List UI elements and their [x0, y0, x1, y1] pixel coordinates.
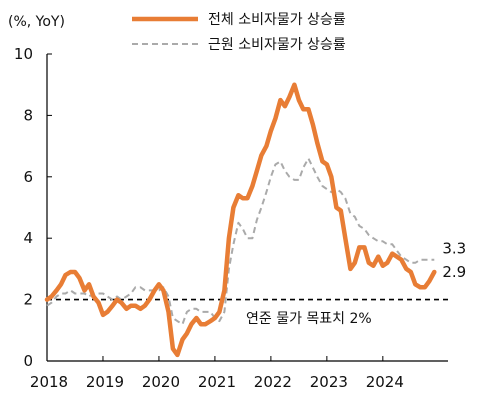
x-tick-label: 2019: [86, 373, 124, 391]
end-label-core: 3.3: [442, 240, 466, 258]
axes: [46, 54, 448, 362]
series-line-core: [46, 157, 435, 326]
y-unit-label: (%, YoY): [8, 14, 65, 30]
target-reference-label: 연준 물가 목표치 2%: [246, 311, 372, 327]
y-axis-ticks: 0 2 4 6 8 10: [14, 45, 52, 370]
y-tick-label: 0: [23, 352, 33, 370]
y-tick-label: 4: [23, 229, 33, 247]
x-tick-label: 2024: [366, 373, 404, 391]
y-tick-label: 8: [23, 106, 33, 124]
y-tick-label: 6: [23, 168, 33, 186]
legend: 전체 소비자물가 상승률 근원 소비자물가 상승률: [132, 12, 346, 53]
legend-label-core: 근원 소비자물가 상승률: [208, 37, 346, 53]
x-tick-label: 2021: [198, 373, 236, 391]
legend-label-headline: 전체 소비자물가 상승률: [208, 12, 346, 28]
end-label-headline: 2.9: [442, 263, 466, 281]
x-tick-label: 2020: [142, 373, 180, 391]
x-tick-label: 2022: [254, 373, 292, 391]
x-tick-label: 2018: [30, 373, 68, 391]
x-axis-ticks: 2018 2019 2020 2021 2022 2023 2024: [30, 356, 404, 391]
y-tick-label: 10: [14, 45, 33, 63]
x-tick-label: 2023: [310, 373, 348, 391]
series-line-headline: [44, 82, 437, 358]
y-tick-label: 2: [23, 291, 33, 309]
